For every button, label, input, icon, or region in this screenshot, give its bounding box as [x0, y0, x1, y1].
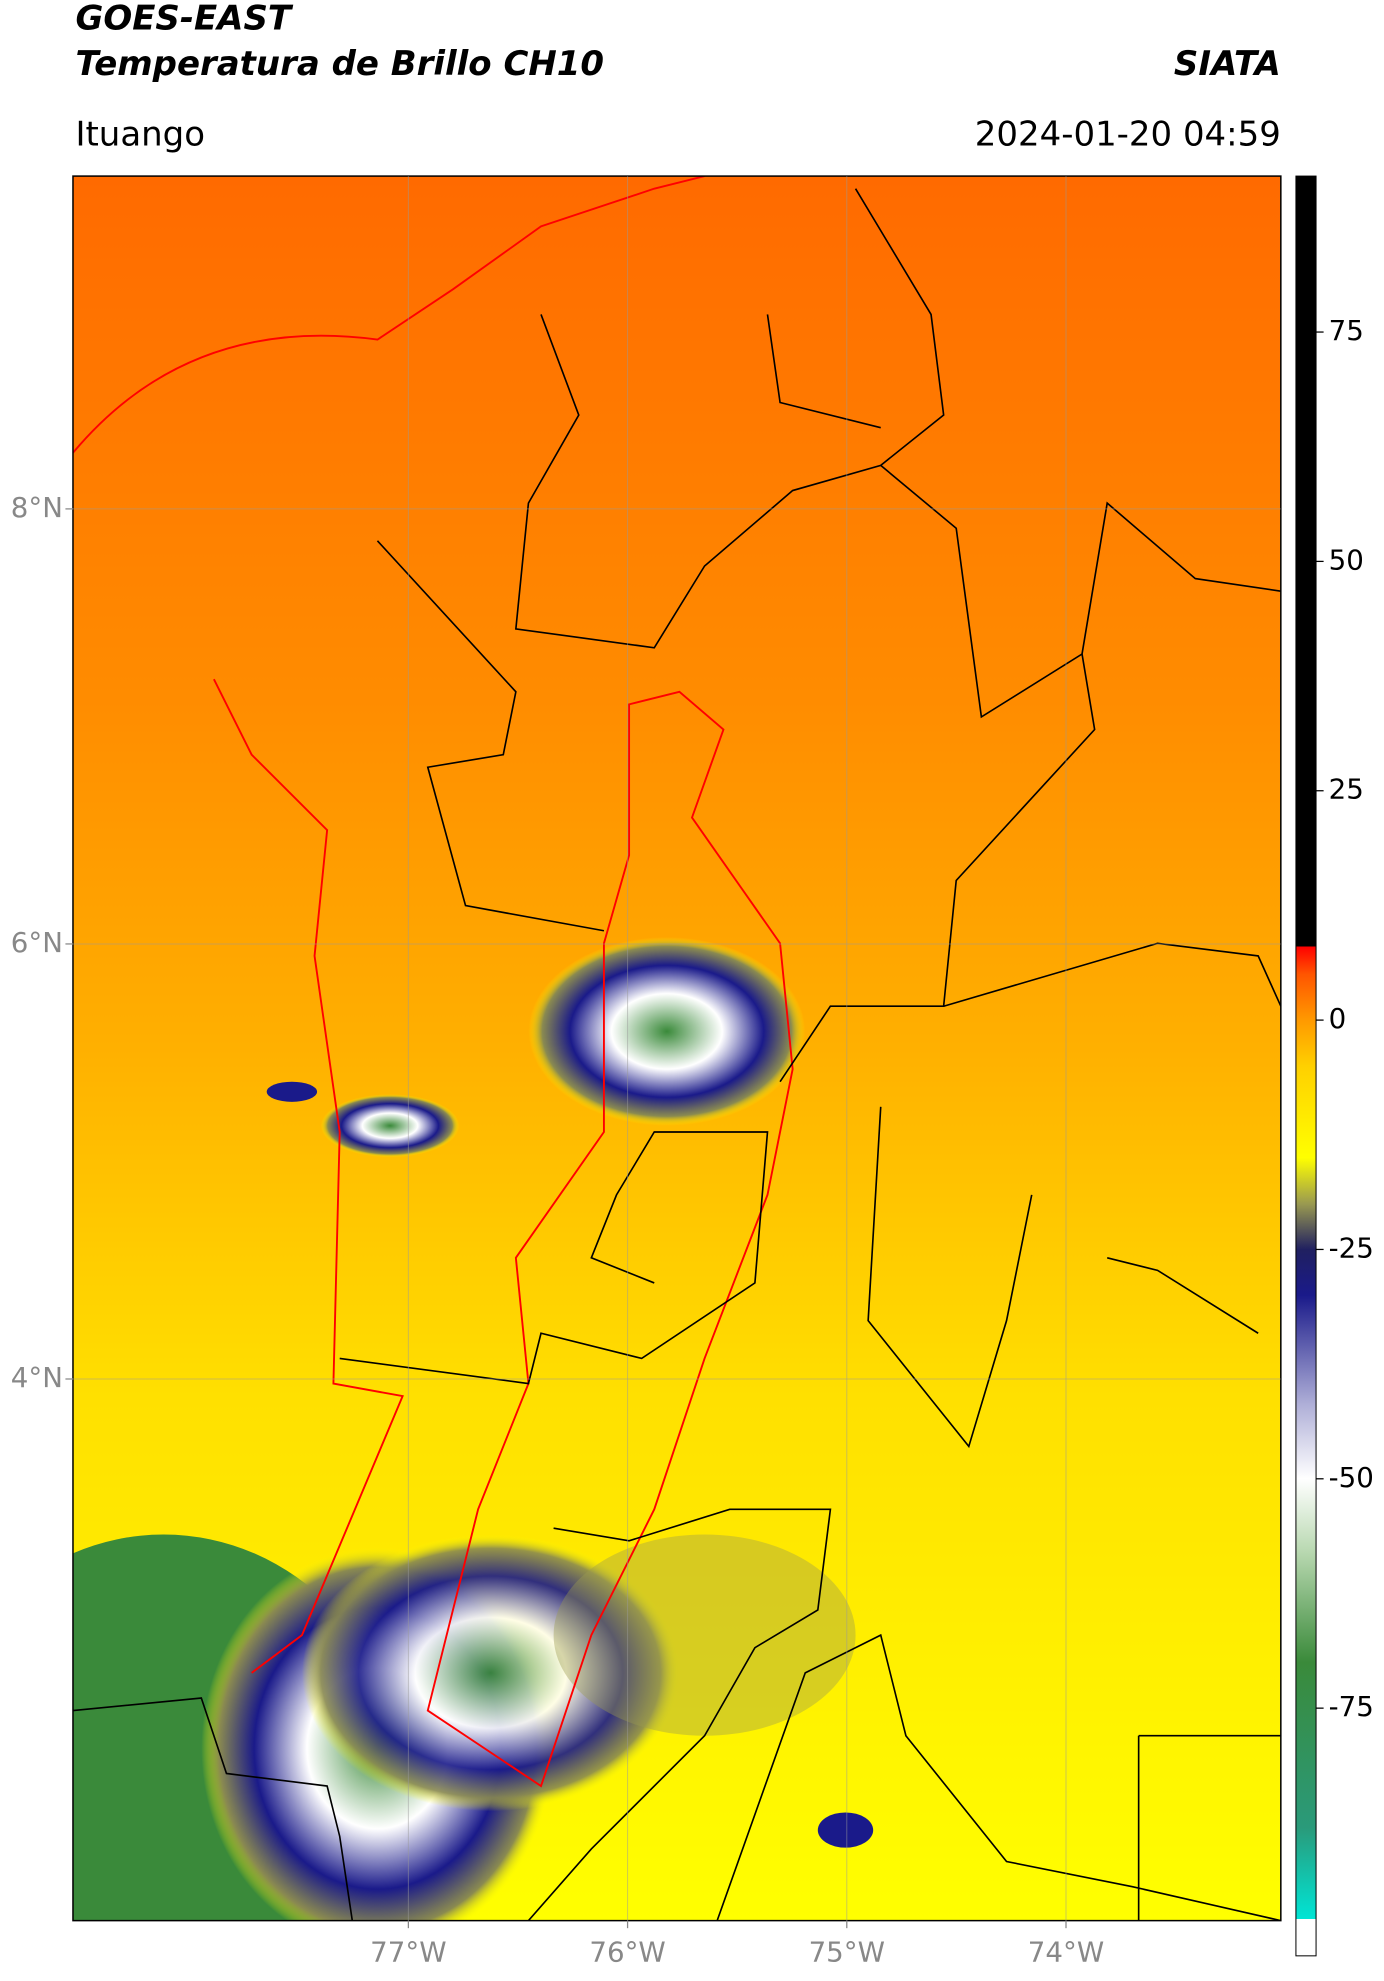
brand: SIATA	[1174, 44, 1281, 84]
x-tick-label: 77°W	[370, 1935, 446, 1968]
colorbar: 75 50 25 0 -25 -50 -75	[1295, 175, 1374, 1957]
colorbar-tick-label: 0	[1329, 1002, 1347, 1035]
map-frame	[72, 175, 1282, 1922]
timestamp: 2024-01-20 04:59	[975, 114, 1281, 154]
colorbar-tick-label: 50	[1329, 543, 1364, 576]
location: Ituango	[75, 114, 205, 154]
colorbar-fill	[1295, 175, 1317, 1957]
colorbar-tick-label: -50	[1329, 1461, 1374, 1494]
y-tick-label: 4°N	[11, 1361, 63, 1394]
colorbar-tick-label: -75	[1329, 1690, 1374, 1723]
title: GOES-EAST	[75, 0, 293, 39]
colorbar-tick-label: 75	[1329, 314, 1364, 347]
x-tick-label: 75°W	[809, 1935, 885, 1968]
colorbar-tick-label: 25	[1329, 773, 1364, 806]
subtitle: Temperatura de Brillo CH10	[75, 44, 604, 84]
map-image	[72, 176, 1281, 1921]
graticule: 77°W 76°W 75°W 74°W 8°N 6°N 4°N	[11, 176, 1281, 1968]
x-tick-label: 76°W	[589, 1935, 665, 1968]
colorbar-tick-label: -25	[1329, 1231, 1374, 1264]
y-tick-label: 8°N	[11, 491, 63, 524]
x-tick-label: 74°W	[1028, 1935, 1104, 1968]
y-tick-label: 6°N	[11, 926, 63, 959]
